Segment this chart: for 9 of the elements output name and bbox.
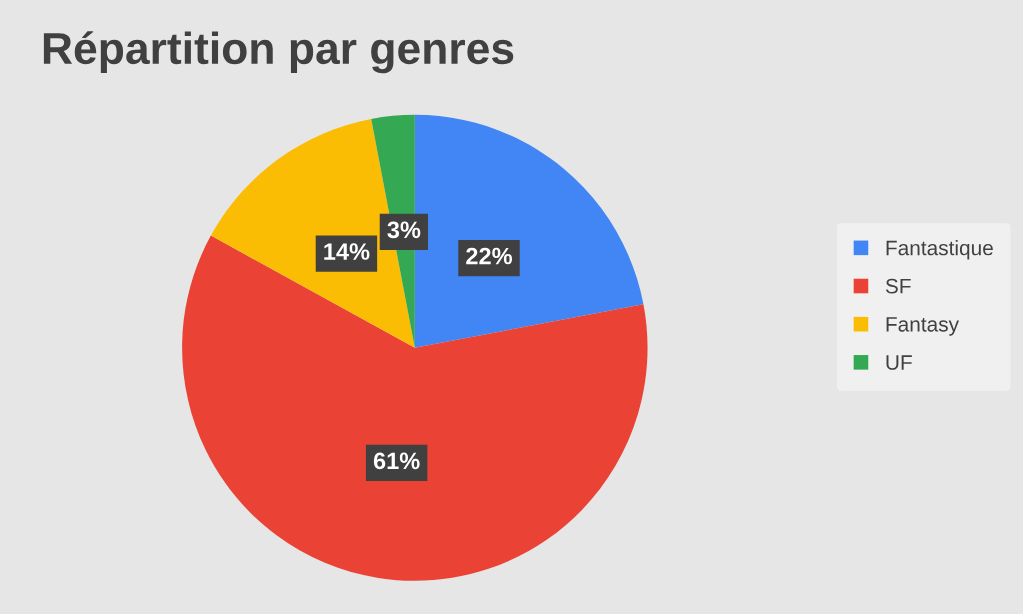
data-label: 3%: [387, 221, 421, 239]
legend-label: Fantasy: [886, 317, 959, 336]
data-label: 61%: [373, 452, 420, 470]
data-label: 22%: [466, 247, 513, 265]
legend-label: Fantastique: [886, 240, 993, 260]
legend-label: UF: [886, 355, 912, 370]
chart-title: Répartition par genres: [43, 31, 514, 74]
legend-label: SF: [885, 278, 911, 294]
data-label: 14%: [324, 243, 370, 260]
